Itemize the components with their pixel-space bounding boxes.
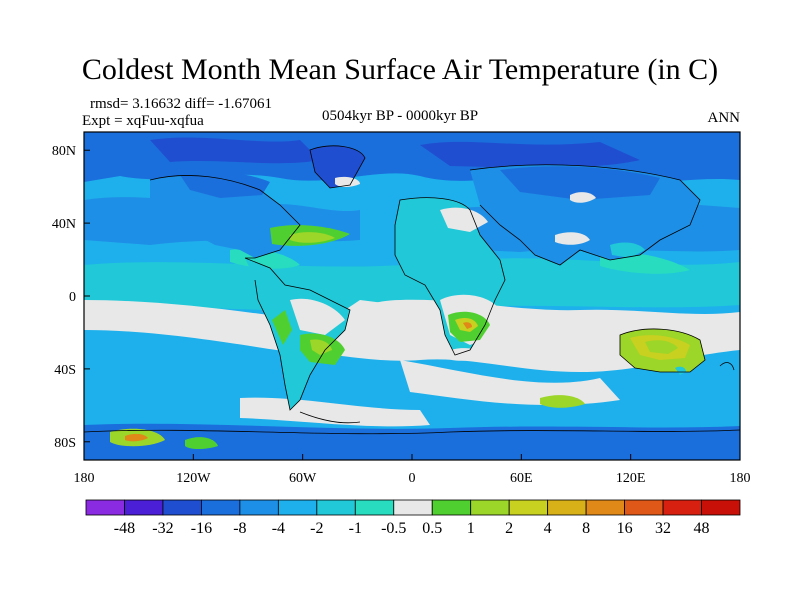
- colorbar-box: [701, 499, 741, 516]
- lat-tick-label: 0: [69, 290, 76, 305]
- lat-tick-label: 80N: [52, 144, 76, 159]
- latitude-labels: 80N 40N 0 40S 80S: [52, 144, 76, 451]
- colorbar-box: [316, 499, 356, 516]
- colorbar-label: -8: [233, 520, 246, 537]
- colorbar-label: -16: [191, 520, 212, 537]
- colorbar-box: [201, 499, 241, 516]
- colorbar-label: 16: [617, 520, 633, 537]
- longitude-labels: 180 120W 60W 0 60E 120E 180: [74, 471, 751, 486]
- colorbar-label: 2: [505, 520, 513, 537]
- lon-tick-label: 180: [730, 471, 751, 486]
- colorbar-label: -1: [349, 520, 362, 537]
- experiment-label: Expt = xqFuu-xqfua: [82, 113, 204, 129]
- colorbar-labels: -48 -32 -16 -8 -4 -2 -1 -0.5 0.5 1 2 4 8 16 32 48: [114, 520, 710, 537]
- colorbar-box: [393, 499, 433, 516]
- colorbar-box: [277, 499, 318, 516]
- colorbar-label: 4: [544, 520, 552, 537]
- stats-label: rmsd= 3.16632 diff= -1.67061: [90, 96, 273, 112]
- colorbar-label: 8: [582, 520, 590, 537]
- lat-tick-label: 40N: [52, 217, 76, 232]
- colorbar-box: [162, 499, 202, 516]
- lat-tick-label: 80S: [54, 436, 76, 451]
- colorbar-box: [239, 499, 279, 516]
- colorbar-label: 1: [467, 520, 475, 537]
- map-field: [84, 132, 740, 460]
- colorbar-box: [85, 499, 125, 516]
- colorbar-boxes: [85, 499, 741, 516]
- colorbar-label: 0.5: [422, 520, 442, 537]
- colorbar-box: [124, 499, 164, 516]
- colorbar-label: -48: [114, 520, 135, 537]
- colorbar-label: 32: [655, 520, 671, 537]
- lon-tick-label: 120E: [616, 471, 646, 486]
- colorbar-box: [508, 499, 549, 516]
- lon-tick-label: 60W: [289, 471, 317, 486]
- colorbar-box: [431, 499, 472, 516]
- colorbar-box: [662, 499, 702, 516]
- colorbar-box: [624, 499, 664, 516]
- lon-tick-label: 60E: [510, 471, 533, 486]
- period-label: 0504kyr BP - 0000kyr BP: [322, 108, 479, 124]
- colorbar-box: [585, 499, 625, 516]
- season-label: ANN: [707, 110, 741, 126]
- colorbar-box: [470, 499, 510, 516]
- coastlines: [84, 145, 740, 435]
- lon-tick-label: 120W: [176, 471, 211, 486]
- colorbar-label: -32: [152, 520, 173, 537]
- axis-ticks: [83, 149, 741, 460]
- colorbar-label: -0.5: [381, 520, 406, 537]
- colorbar-label: -4: [272, 520, 285, 537]
- colorbar-box: [354, 499, 395, 516]
- colorbar-label: -2: [310, 520, 323, 537]
- lat-tick-label: 40S: [54, 363, 76, 378]
- lon-tick-label: 0: [409, 471, 416, 486]
- colorbar-box: [547, 499, 587, 516]
- lon-tick-label: 180: [74, 471, 95, 486]
- colorbar-label: 48: [694, 520, 710, 537]
- map-title: Coldest Month Mean Surface Air Temperatu…: [81, 53, 719, 86]
